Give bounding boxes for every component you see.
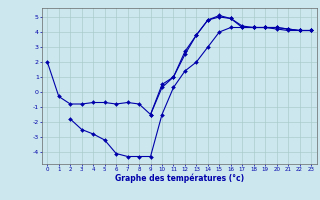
X-axis label: Graphe des températures (°c): Graphe des températures (°c)	[115, 173, 244, 183]
